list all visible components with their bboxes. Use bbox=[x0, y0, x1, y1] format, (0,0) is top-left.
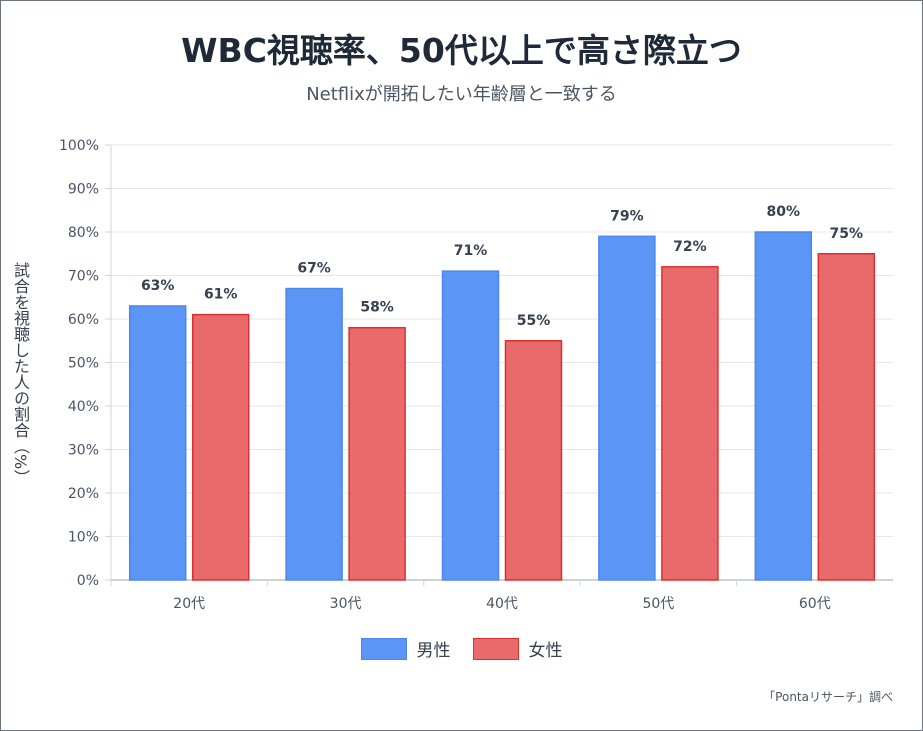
data-label: 63% bbox=[141, 278, 175, 294]
bar-female bbox=[817, 253, 876, 581]
y-tick-label: 30% bbox=[68, 443, 99, 459]
chart-title: WBC視聴率、50代以上で高さ際立つ bbox=[181, 31, 742, 70]
bar-female bbox=[348, 326, 406, 581]
y-tick-label: 60% bbox=[68, 312, 99, 328]
legend-label-male: 男性 bbox=[416, 641, 451, 661]
y-tick-label: 0% bbox=[77, 573, 99, 589]
bar-male bbox=[128, 305, 187, 581]
bar-female bbox=[661, 266, 719, 581]
x-tick-label: 50代 bbox=[642, 596, 674, 612]
source-note: 「Pontaリサーチ」調べ bbox=[763, 690, 893, 704]
data-label: 75% bbox=[830, 226, 864, 242]
x-tick-label: 30代 bbox=[330, 596, 362, 612]
bar-male bbox=[598, 235, 656, 581]
y-tick-label: 100% bbox=[59, 138, 99, 154]
x-tick-label: 60代 bbox=[799, 596, 831, 612]
legend-item-male[interactable]: 男性 bbox=[360, 636, 451, 661]
x-tick-label: 20代 bbox=[173, 596, 205, 612]
chart-subtitle: Netflixが開拓したい年齢層と一致する bbox=[306, 84, 617, 105]
bar-female bbox=[191, 313, 250, 581]
bar-male bbox=[285, 287, 343, 581]
data-label: 72% bbox=[673, 239, 707, 255]
data-label: 58% bbox=[360, 300, 394, 316]
bar-female bbox=[504, 340, 563, 581]
data-label: 55% bbox=[517, 313, 551, 329]
legend: 男性 女性 bbox=[0, 636, 923, 661]
data-label: 80% bbox=[767, 204, 801, 220]
data-label: 61% bbox=[204, 287, 238, 303]
data-label: 67% bbox=[297, 261, 331, 277]
legend-swatch-female bbox=[472, 637, 519, 660]
x-tick-label: 40代 bbox=[486, 596, 518, 612]
y-tick-label: 90% bbox=[68, 182, 99, 198]
y-axis-label: 試合を視聴した人の割合（%） bbox=[11, 262, 30, 486]
data-label: 79% bbox=[610, 208, 644, 224]
legend-label-female: 女性 bbox=[528, 641, 563, 661]
legend-item-female[interactable]: 女性 bbox=[472, 636, 563, 661]
y-tick-label: 40% bbox=[68, 399, 99, 415]
y-tick-label: 10% bbox=[68, 530, 99, 546]
y-tick-label: 70% bbox=[68, 269, 99, 285]
y-tick-label: 20% bbox=[68, 486, 99, 502]
bar-male bbox=[441, 270, 500, 581]
bar-male bbox=[754, 231, 813, 581]
data-label: 71% bbox=[454, 243, 488, 259]
legend-swatch-male bbox=[360, 637, 407, 660]
y-tick-label: 50% bbox=[68, 356, 99, 372]
y-tick-label: 80% bbox=[68, 225, 99, 241]
